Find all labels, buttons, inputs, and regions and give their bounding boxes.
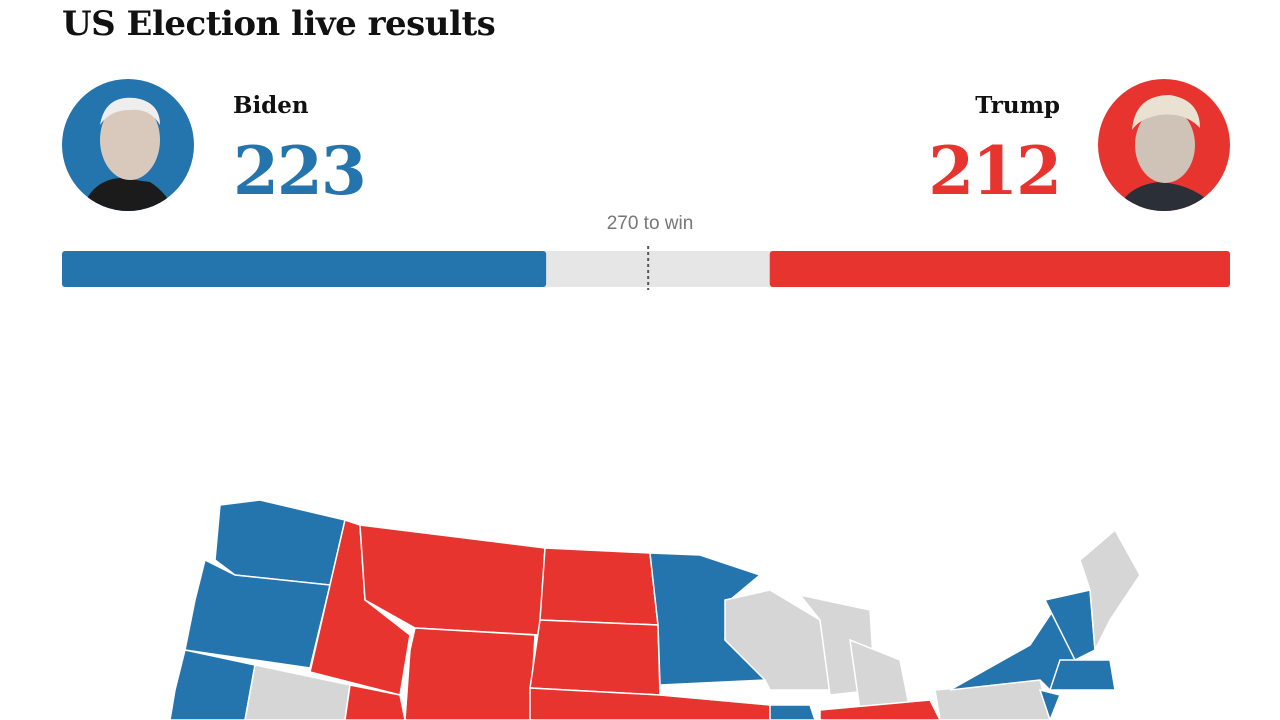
bar-segment [62,251,547,287]
candidate-votes: 212 [928,132,1062,210]
candidate-name: Trump [975,92,1060,119]
candidate-votes: 223 [233,132,367,210]
candidate-name: Biden [233,92,309,119]
biden-portrait [62,79,194,211]
trump-portrait [1098,79,1230,211]
bar-segment [769,251,1230,287]
page-title: US Election live results [62,4,496,44]
us-map [169,499,1141,720]
threshold-label: 270 to win [606,213,694,234]
